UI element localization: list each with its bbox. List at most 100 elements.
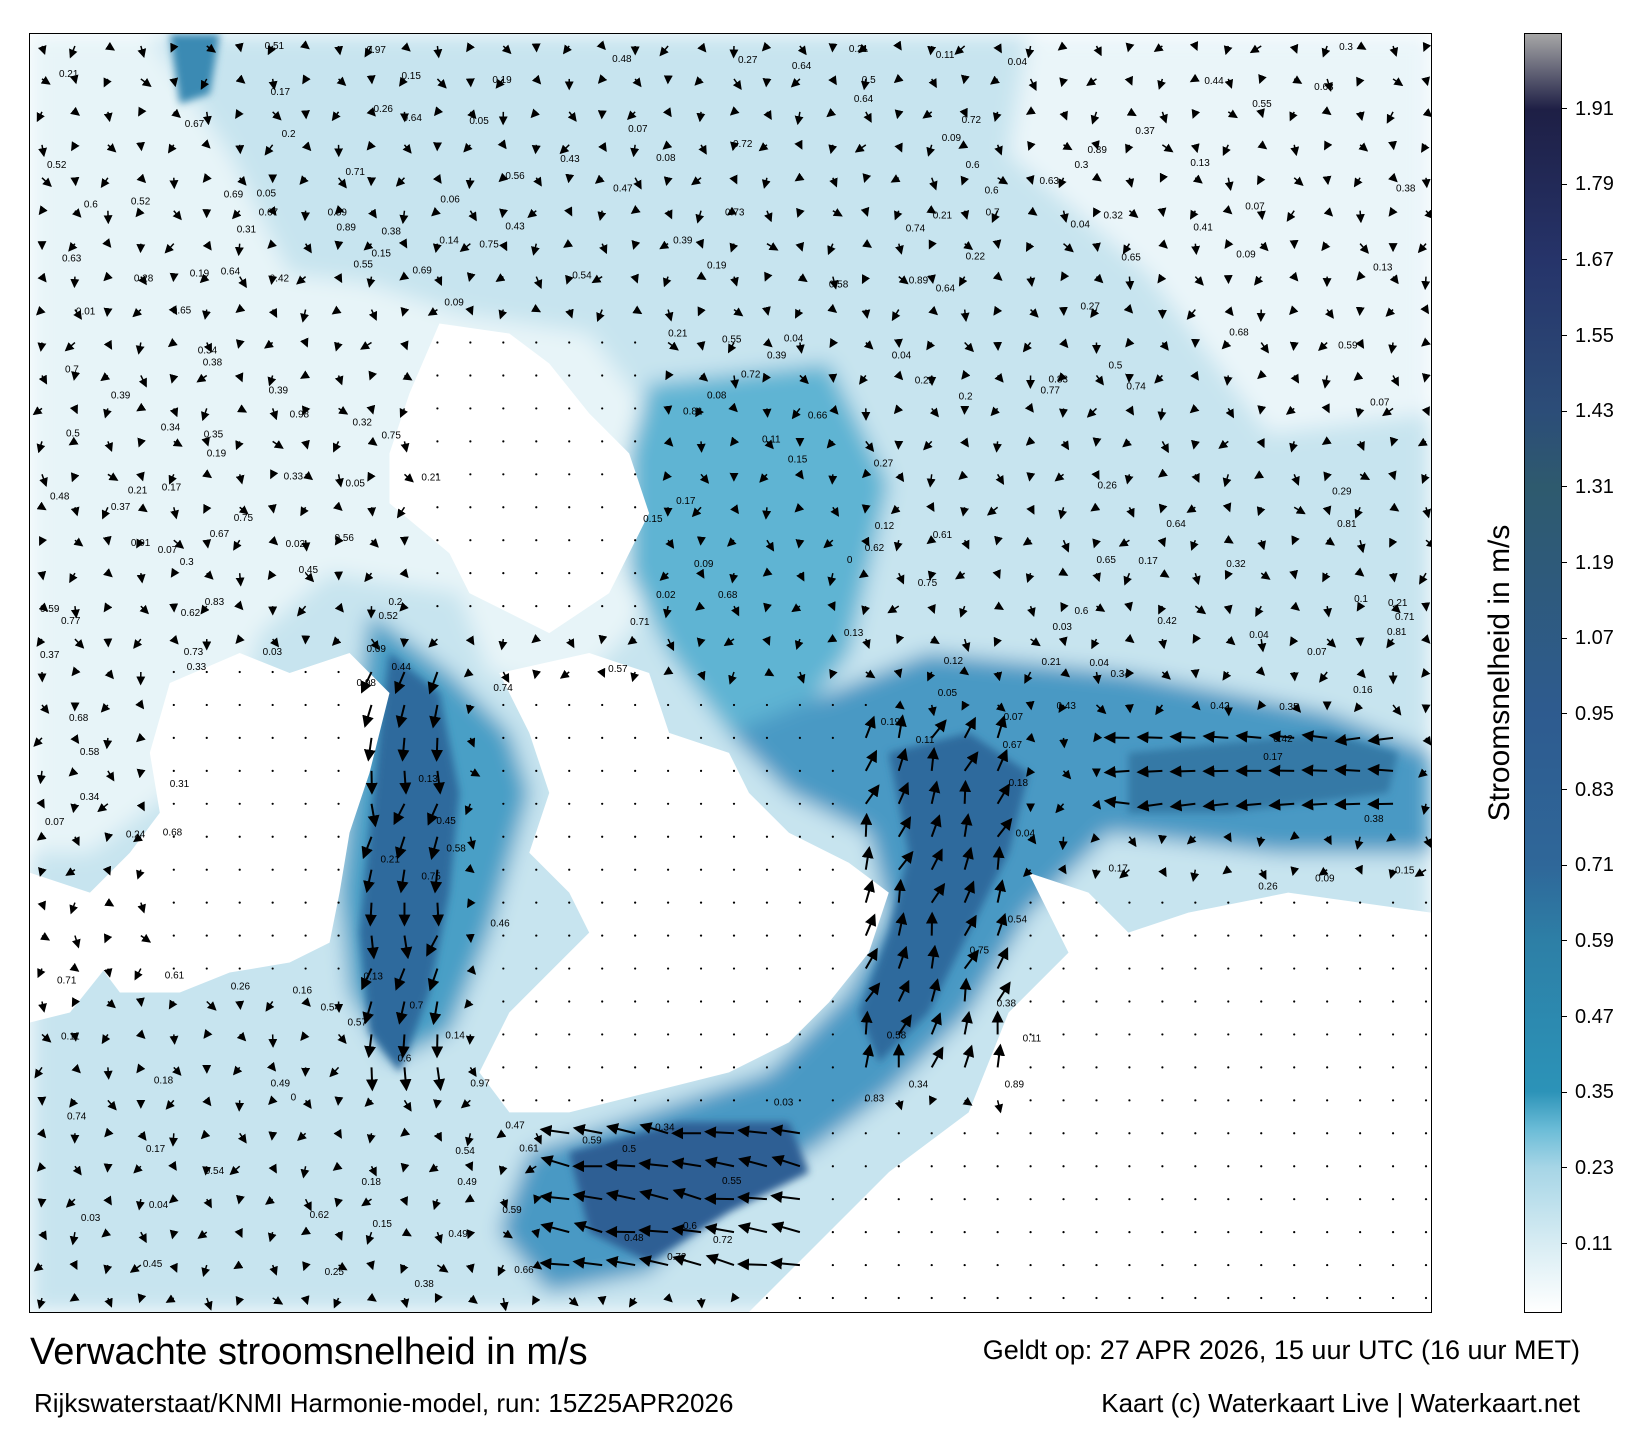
- current-arrow: [167, 338, 178, 348]
- current-arrow: [759, 473, 769, 483]
- current-dot: [502, 1033, 505, 1036]
- current-dot: [1424, 1000, 1428, 1003]
- current-dot: [172, 670, 175, 674]
- current-arrow: [235, 474, 245, 485]
- current-arrow: [826, 108, 837, 118]
- current-arrow: [696, 637, 706, 648]
- current-dot: [1062, 934, 1065, 937]
- current-arrow: [1249, 44, 1262, 54]
- current-arrow: [301, 997, 311, 1007]
- current-arrow: [38, 602, 49, 612]
- speed-label: 0.57: [348, 1017, 368, 1028]
- current-arrow: [465, 177, 475, 190]
- current-dot: [568, 802, 571, 805]
- speed-label: 0.68: [1314, 82, 1334, 93]
- current-dot: [666, 1000, 670, 1003]
- current-arrow: [865, 669, 876, 679]
- current-dot: [798, 1033, 801, 1036]
- current-dot: [996, 1263, 999, 1267]
- current-arrow: [764, 667, 775, 677]
- current-dot: [1029, 1198, 1032, 1201]
- current-arrow: [466, 272, 476, 282]
- speed-label: 0.32: [353, 417, 373, 428]
- current-arrow: [1061, 539, 1070, 553]
- current-arrow: [827, 633, 838, 643]
- speed-label: 0.17: [271, 87, 291, 98]
- speed-label: 0.97: [367, 45, 387, 56]
- current-dot: [436, 605, 439, 608]
- current-arrow: [206, 1000, 217, 1011]
- current-arrow: [1157, 468, 1168, 478]
- current-dot: [568, 868, 571, 871]
- current-arrow: [1354, 567, 1365, 577]
- current-arrow: [469, 768, 481, 777]
- current-arrow: [233, 539, 242, 551]
- current-arrow: [1421, 634, 1431, 644]
- current-arrow: [1225, 635, 1236, 646]
- current-arrow: [170, 42, 179, 53]
- current-arrow: [300, 1226, 311, 1236]
- current-dot: [1029, 1263, 1032, 1267]
- current-arrow: [1389, 436, 1399, 447]
- current-dot: [666, 1066, 670, 1069]
- current-dot: [502, 605, 505, 608]
- current-arrow: [103, 933, 113, 944]
- current-arrow: [74, 638, 85, 649]
- current-arrow: [69, 74, 79, 85]
- current-arrow: [986, 506, 999, 516]
- speed-label: 0.42: [1273, 734, 1293, 745]
- current-dot: [1161, 934, 1164, 937]
- current-dot: [1161, 901, 1164, 904]
- current-dot: [568, 703, 571, 707]
- current-arrow: [791, 603, 802, 613]
- current-arrow: [664, 309, 674, 322]
- speed-label: 0.21: [128, 485, 148, 496]
- current-arrow: [770, 1257, 800, 1270]
- current-arrow: [994, 372, 1004, 383]
- current-arrow: [169, 1133, 178, 1147]
- current-arrow: [663, 437, 674, 447]
- current-arrow: [1194, 276, 1204, 286]
- current-arrow: [1092, 572, 1101, 583]
- current-dot: [699, 736, 703, 739]
- current-arrow: [567, 111, 577, 122]
- current-arrow: [1419, 572, 1428, 585]
- current-dot: [304, 868, 307, 871]
- current-arrow: [1123, 572, 1132, 586]
- current-arrow: [1301, 730, 1328, 743]
- current-arrow: [369, 538, 379, 548]
- current-arrow: [1158, 503, 1168, 514]
- current-dot: [699, 1099, 703, 1102]
- current-dot: [1227, 1165, 1230, 1168]
- current-dot: [963, 1198, 966, 1201]
- current-arrow: [963, 914, 977, 937]
- current-arrow: [1257, 369, 1267, 380]
- current-arrow: [1386, 832, 1397, 842]
- current-arrow: [168, 1160, 177, 1171]
- current-dot: [798, 934, 801, 937]
- current-arrow: [100, 372, 111, 382]
- current-dot: [699, 901, 703, 904]
- current-arrow: [962, 1096, 973, 1106]
- current-dot: [831, 1099, 834, 1102]
- current-arrow: [995, 473, 1005, 485]
- current-arrow: [890, 174, 901, 183]
- current-arrow: [794, 139, 803, 150]
- current-dot: [469, 407, 472, 410]
- current-dot: [1227, 934, 1230, 937]
- current-arrow: [922, 109, 933, 119]
- speed-label: 0.55: [722, 335, 742, 346]
- current-arrow: [1059, 737, 1069, 749]
- current-arrow: [234, 600, 244, 611]
- current-dot: [1391, 1033, 1395, 1036]
- current-dot: [1029, 1000, 1032, 1003]
- current-arrow: [597, 210, 607, 221]
- current-arrow: [169, 373, 179, 384]
- speed-label: 0.71: [346, 167, 366, 178]
- current-dot: [1391, 1263, 1395, 1267]
- current-dot: [1260, 934, 1263, 937]
- current-arrow: [170, 507, 179, 520]
- current-dot: [502, 868, 505, 871]
- speed-label: 0.04: [892, 350, 912, 361]
- current-arrow: [329, 1066, 340, 1078]
